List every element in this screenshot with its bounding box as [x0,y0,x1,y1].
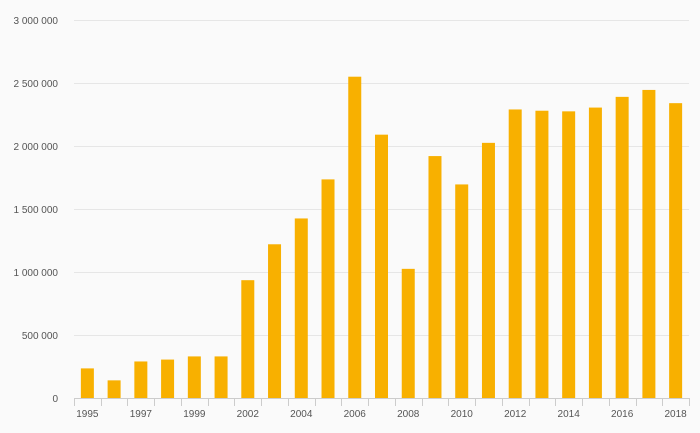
bar-2018 [669,103,683,398]
bar-1997 [134,361,148,398]
bar-1995 [80,368,94,398]
y-tick-label: 2 500 000 [14,79,59,90]
x-tick-label: 2008 [397,409,420,420]
x-axis-labels: 1995 1997 1999 2002 2004 2006 2008 2010 2012 2014… [76,409,687,420]
bar-2008 [401,268,415,398]
x-tick-label: 1995 [76,409,99,420]
bar-2011 [481,142,495,398]
y-tick-label: 500 000 [22,331,59,342]
bar-2010 [455,184,469,398]
bar-2014 [562,111,576,398]
y-axis-labels: 0 500 000 1 000 000 1 500 000 2 000 000 2 500… [14,16,59,405]
bars [80,76,683,399]
x-tick-label: 2006 [344,409,367,420]
bar-2000 [214,356,228,398]
x-tick-label: 2002 [237,409,260,420]
x-tick-label: 1999 [183,409,206,420]
y-tick-label: 3 000 000 [14,16,59,27]
x-tick-label: 2004 [290,409,313,420]
y-tick-label: 2 000 000 [14,142,59,153]
bar-2006 [348,76,362,398]
bar-2007 [375,134,388,398]
y-tick-label: 1 000 000 [14,268,59,279]
bar-2003 [268,244,282,398]
bar-1998 [161,359,175,398]
x-tick-label: 2012 [504,409,527,420]
bar-2013 [535,110,549,398]
bar-2004 [294,218,308,398]
bar-1999 [187,356,201,398]
bar-2009 [428,156,442,398]
y-tick-label: 1 500 000 [14,205,59,216]
bar-2005 [321,179,335,398]
bar-2002 [241,280,255,398]
y-tick-label: 0 [52,394,58,405]
bar-1996 [107,380,121,398]
bar-2012 [508,109,522,399]
x-tick-label: 2016 [611,409,634,420]
x-tick-label: 2010 [451,409,474,420]
x-tick-label: 2018 [665,409,688,420]
x-tick-label: 2014 [558,409,581,420]
bar-2017 [642,89,656,399]
bar-2015 [588,107,602,398]
x-axis [74,398,690,406]
x-tick-label: 1997 [130,409,153,420]
bar-2016 [615,96,629,399]
